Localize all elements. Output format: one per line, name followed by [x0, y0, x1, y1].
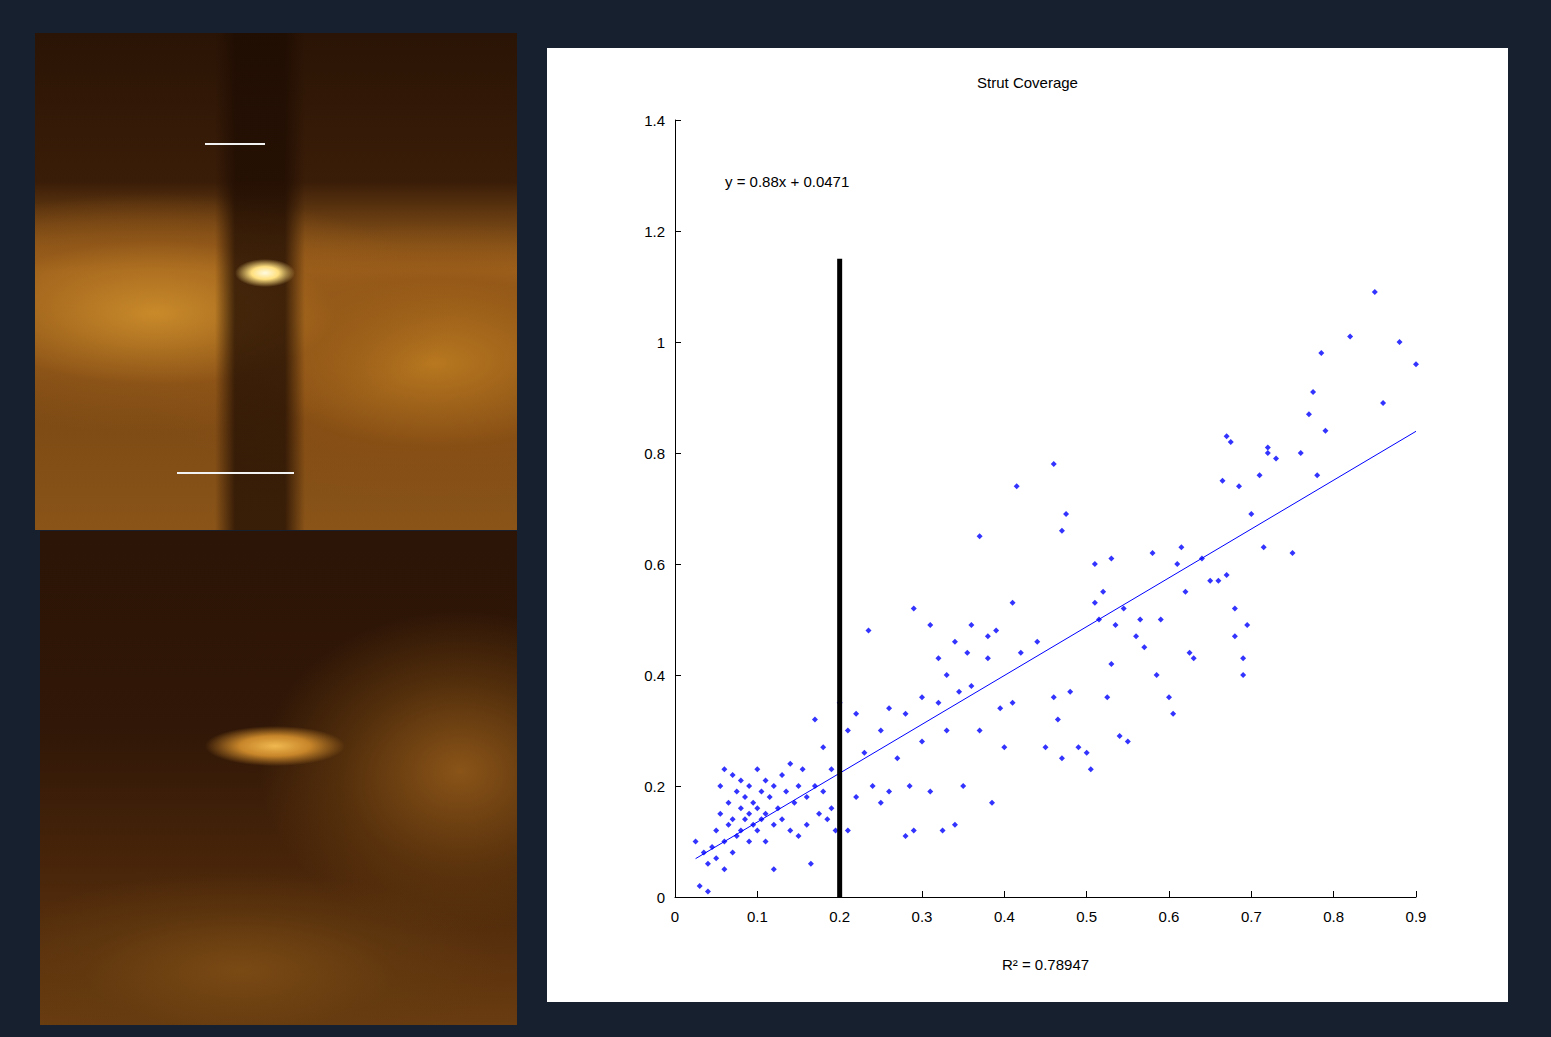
svg-text:0.2: 0.2	[829, 908, 850, 925]
svg-text:0: 0	[657, 889, 665, 906]
svg-text:0.6: 0.6	[1159, 908, 1180, 925]
svg-text:0.3: 0.3	[912, 908, 933, 925]
svg-text:0.5: 0.5	[1076, 908, 1097, 925]
svg-text:0.9: 0.9	[1406, 908, 1427, 925]
svg-text:1.4: 1.4	[644, 112, 665, 129]
svg-text:0.4: 0.4	[644, 667, 665, 684]
svg-text:1: 1	[657, 334, 665, 351]
svg-text:0.4: 0.4	[994, 908, 1015, 925]
svg-text:0.2: 0.2	[644, 778, 665, 795]
svg-text:0.6: 0.6	[644, 556, 665, 573]
svg-text:0.7: 0.7	[1241, 908, 1262, 925]
svg-text:0.8: 0.8	[1323, 908, 1344, 925]
svg-text:Strut Coverage: Strut Coverage	[977, 74, 1078, 91]
svg-text:0.1: 0.1	[747, 908, 768, 925]
svg-text:y = 0.88x + 0.0471: y = 0.88x + 0.0471	[725, 173, 849, 190]
svg-text:1.2: 1.2	[644, 223, 665, 240]
svg-text:0: 0	[671, 908, 679, 925]
svg-text:R² = 0.78947: R² = 0.78947	[1002, 956, 1089, 973]
svg-text:0.8: 0.8	[644, 445, 665, 462]
